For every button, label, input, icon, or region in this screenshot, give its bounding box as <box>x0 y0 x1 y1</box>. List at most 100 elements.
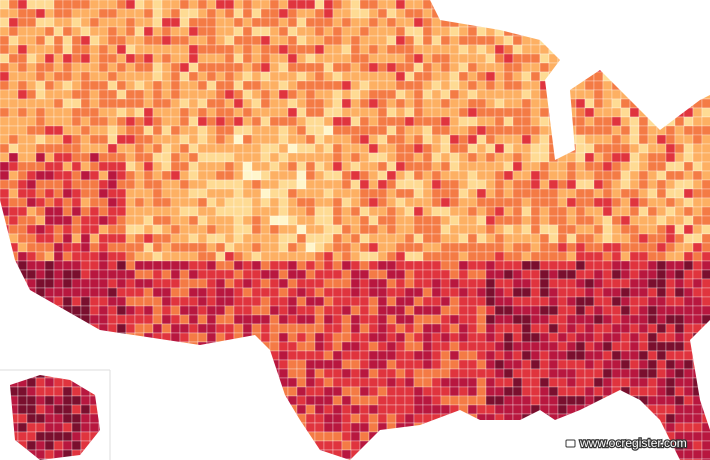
county <box>332 413 343 424</box>
county <box>152 143 163 154</box>
county <box>440 359 451 370</box>
county <box>548 341 559 352</box>
county <box>611 98 622 109</box>
county <box>539 215 550 226</box>
county <box>503 260 514 271</box>
county <box>116 179 127 190</box>
county <box>377 404 388 415</box>
county <box>593 215 604 226</box>
county <box>485 188 496 199</box>
county <box>206 314 217 325</box>
county <box>332 260 343 271</box>
county <box>26 404 37 415</box>
county <box>332 341 343 352</box>
county <box>512 53 523 64</box>
county <box>674 125 685 136</box>
county <box>341 341 352 352</box>
county <box>503 278 514 289</box>
county <box>287 197 298 208</box>
county <box>35 215 46 226</box>
county <box>359 404 370 415</box>
county <box>503 377 514 388</box>
county <box>404 116 415 127</box>
county <box>593 188 604 199</box>
county <box>269 224 280 235</box>
county <box>179 197 190 208</box>
county <box>413 305 424 316</box>
county <box>530 206 541 217</box>
county <box>530 152 541 163</box>
county <box>512 62 523 73</box>
county <box>8 35 19 46</box>
county <box>611 332 622 343</box>
county <box>233 143 244 154</box>
county <box>206 323 217 334</box>
county <box>116 287 127 298</box>
county <box>611 296 622 307</box>
county <box>422 197 433 208</box>
county <box>602 116 613 127</box>
county <box>26 206 37 217</box>
county <box>98 0 109 10</box>
county <box>386 44 397 55</box>
county <box>557 170 568 181</box>
county <box>242 98 253 109</box>
county <box>458 125 469 136</box>
county <box>476 197 487 208</box>
county <box>440 368 451 379</box>
county <box>449 116 460 127</box>
county <box>539 53 550 64</box>
county <box>80 296 91 307</box>
county <box>566 359 577 370</box>
county <box>314 80 325 91</box>
county <box>431 116 442 127</box>
county <box>26 413 37 424</box>
county <box>179 260 190 271</box>
county <box>665 152 676 163</box>
county <box>548 395 559 406</box>
county <box>269 152 280 163</box>
county <box>467 296 478 307</box>
county <box>98 242 109 253</box>
county <box>584 116 595 127</box>
county <box>701 449 710 460</box>
county <box>89 179 100 190</box>
county <box>422 224 433 235</box>
county <box>71 26 82 37</box>
county <box>377 8 388 19</box>
county <box>206 242 217 253</box>
county <box>170 143 181 154</box>
county <box>161 35 172 46</box>
county <box>701 134 710 145</box>
county <box>521 62 532 73</box>
county <box>0 134 10 145</box>
county <box>683 269 694 280</box>
county <box>305 224 316 235</box>
county <box>494 44 505 55</box>
county <box>251 260 262 271</box>
county <box>692 422 703 433</box>
county <box>593 116 604 127</box>
county <box>62 71 73 82</box>
county <box>143 296 154 307</box>
county <box>440 71 451 82</box>
county <box>431 152 442 163</box>
county <box>422 350 433 361</box>
county <box>269 0 280 10</box>
county <box>71 440 82 451</box>
county <box>53 287 64 298</box>
county <box>260 80 271 91</box>
county <box>521 395 532 406</box>
county <box>251 98 262 109</box>
county <box>332 152 343 163</box>
county <box>242 323 253 334</box>
county <box>530 179 541 190</box>
county <box>629 260 640 271</box>
county <box>98 233 109 244</box>
county <box>26 251 37 262</box>
county <box>485 395 496 406</box>
county <box>638 161 649 172</box>
county <box>611 188 622 199</box>
county <box>548 350 559 361</box>
county <box>107 170 118 181</box>
